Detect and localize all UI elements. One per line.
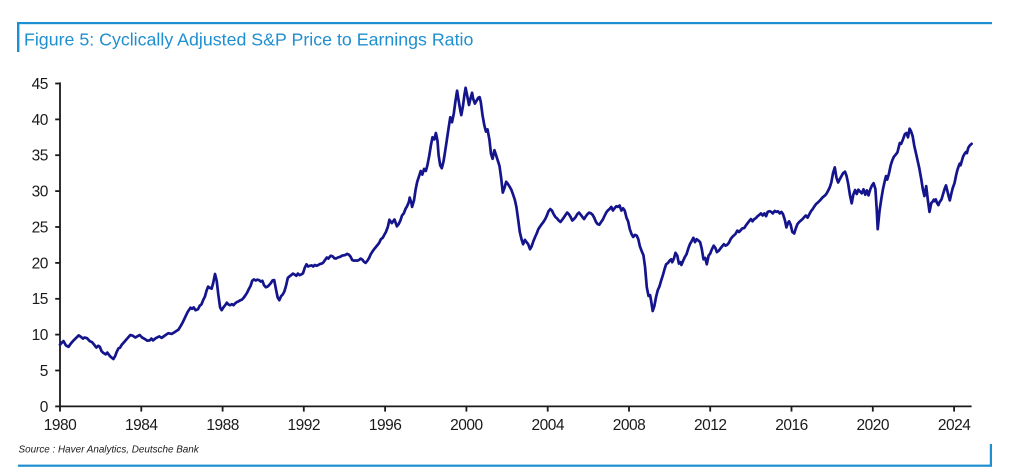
svg-text:30: 30 (32, 184, 49, 201)
svg-text:2000: 2000 (450, 417, 483, 434)
svg-text:5: 5 (40, 363, 48, 380)
svg-text:10: 10 (32, 327, 49, 344)
svg-text:1984: 1984 (125, 417, 158, 434)
svg-text:2004: 2004 (531, 417, 564, 434)
svg-text:Source : Haver Analytics, Deut: Source : Haver Analytics, Deutsche Bank (19, 445, 200, 456)
svg-text:2020: 2020 (857, 417, 890, 434)
svg-text:20: 20 (32, 255, 49, 272)
svg-text:35: 35 (32, 148, 48, 165)
svg-text:2024: 2024 (938, 417, 971, 434)
svg-text:1992: 1992 (288, 417, 320, 434)
svg-text:1980: 1980 (44, 417, 77, 434)
svg-text:2016: 2016 (775, 417, 807, 434)
svg-text:40: 40 (32, 112, 49, 129)
svg-text:0: 0 (40, 399, 49, 416)
svg-text:15: 15 (32, 291, 48, 308)
svg-text:45: 45 (32, 76, 48, 93)
svg-text:2008: 2008 (613, 417, 645, 434)
svg-text:Figure 5: Cyclically Adjusted: Figure 5: Cyclically Adjusted S&P Price … (24, 30, 473, 50)
svg-text:1996: 1996 (369, 417, 401, 434)
svg-text:1988: 1988 (206, 417, 238, 434)
svg-text:2012: 2012 (694, 417, 726, 434)
svg-text:25: 25 (32, 219, 48, 236)
